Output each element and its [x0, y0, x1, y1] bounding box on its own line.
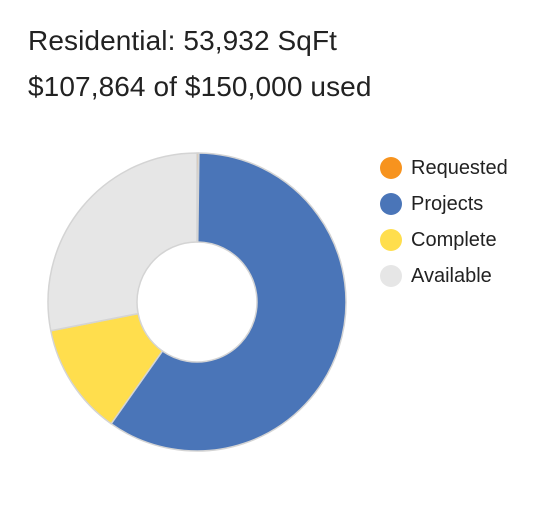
used-amount: $107,864	[28, 71, 146, 102]
legend-item-available[interactable]: Available	[380, 258, 508, 294]
budget-summary: $107,864 of $150,000 used	[28, 70, 372, 104]
legend-label-projects: Projects	[411, 192, 484, 215]
legend-label-complete: Complete	[411, 228, 497, 251]
legend-swatch-projects	[380, 193, 402, 215]
area-value: 53,932 SqFt	[183, 25, 338, 56]
legend-label-available: Available	[411, 264, 492, 287]
used-suffix: used	[310, 71, 372, 102]
legend-swatch-complete	[380, 229, 402, 251]
slice-available[interactable]	[47, 152, 198, 332]
slice-projects[interactable]	[110, 152, 347, 452]
title-separator: :	[167, 25, 184, 56]
legend-swatch-requested	[380, 157, 402, 179]
legend-item-requested[interactable]: Requested	[380, 150, 508, 186]
donut-slices	[47, 152, 347, 452]
chart-legend: Requested Projects Complete Available	[380, 150, 508, 294]
category-name: Residential	[28, 25, 168, 56]
chart-title: Residential: 53,932 SqFt	[28, 24, 337, 58]
legend-item-projects[interactable]: Projects	[380, 186, 508, 222]
budget-total: $150,000	[184, 71, 303, 102]
legend-label-requested: Requested	[411, 156, 508, 179]
legend-item-complete[interactable]: Complete	[380, 222, 508, 258]
budget-connector: of	[145, 71, 185, 102]
legend-swatch-available	[380, 265, 402, 287]
